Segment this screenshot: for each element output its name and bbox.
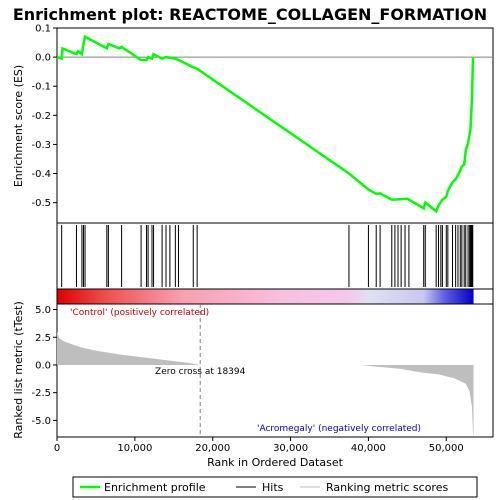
- es-panel-frame: [56, 27, 494, 224]
- es-panel: 0.1 0.0 -0.1 -0.2 -0.3 -0.4 -0.5 Enrichment sc…: [12, 24, 494, 224]
- es-tick-label: 0.1: [35, 24, 51, 35]
- x-tick-label: 40,000: [351, 443, 386, 454]
- hits-panel: [56, 222, 494, 290]
- legend: Enrichment profile Hits Ranking metric s…: [72, 476, 478, 498]
- legend-frame: [72, 476, 478, 498]
- metric-tick-label: 5.0: [35, 305, 51, 316]
- negative-label: 'Acromegaly' (negatively correlated): [257, 424, 421, 434]
- metric-tick-label: -2.5: [31, 388, 51, 399]
- hit-lines: [61, 225, 474, 287]
- metric-panel: 5.0 2.5 0.0 -2.5 -5.0 'Control' (positively …: [12, 301, 494, 439]
- zero-cross-label: Zero cross at 18394: [155, 367, 246, 377]
- metric-tick-label: 2.5: [35, 333, 51, 344]
- x-tick-label: 0: [54, 443, 60, 454]
- x-tick-label: 30,000: [273, 443, 308, 454]
- chart-title: Enrichment plot: REACTOME_COLLAGEN_FORMA…: [13, 5, 487, 24]
- es-tick-label: -0.4: [31, 169, 51, 180]
- rank-color-bar: [57, 289, 474, 304]
- legend-label-enrichment: Enrichment profile: [104, 481, 206, 494]
- es-profile-line: [56, 34, 475, 214]
- x-tick-label: 50,000: [429, 443, 464, 454]
- legend-label-metric: Ranking metric scores: [326, 481, 448, 494]
- metric-tick-label: -5.0: [31, 416, 51, 427]
- es-tick-label: -0.2: [31, 111, 51, 122]
- es-y-axis-label: Enrichment score (ES): [12, 65, 25, 187]
- legend-label-hits: Hits: [262, 481, 284, 494]
- x-tick-label: 10,000: [117, 443, 152, 454]
- metric-tick-label: 0.0: [35, 360, 51, 371]
- metric-y-axis-label: Ranked list metric (tTest): [12, 301, 25, 438]
- es-tick-label: -0.3: [31, 140, 51, 151]
- x-axis-ticks: 0 10,000 20,000 30,000 40,000 50,000: [54, 437, 464, 454]
- x-axis-label: Rank in Ordered Dataset: [207, 456, 344, 469]
- x-tick-label: 20,000: [195, 443, 230, 454]
- metric-y-ticks: 5.0 2.5 0.0 -2.5 -5.0: [31, 305, 57, 427]
- hits-panel-frame: [56, 222, 494, 290]
- es-y-ticks: 0.1 0.0 -0.1 -0.2 -0.3 -0.4 -0.5: [31, 24, 57, 209]
- es-tick-label: -0.1: [31, 82, 51, 93]
- es-tick-label: -0.5: [31, 198, 51, 209]
- es-tick-label: 0.0: [35, 53, 51, 64]
- positive-label: 'Control' (positively correlated): [70, 308, 209, 318]
